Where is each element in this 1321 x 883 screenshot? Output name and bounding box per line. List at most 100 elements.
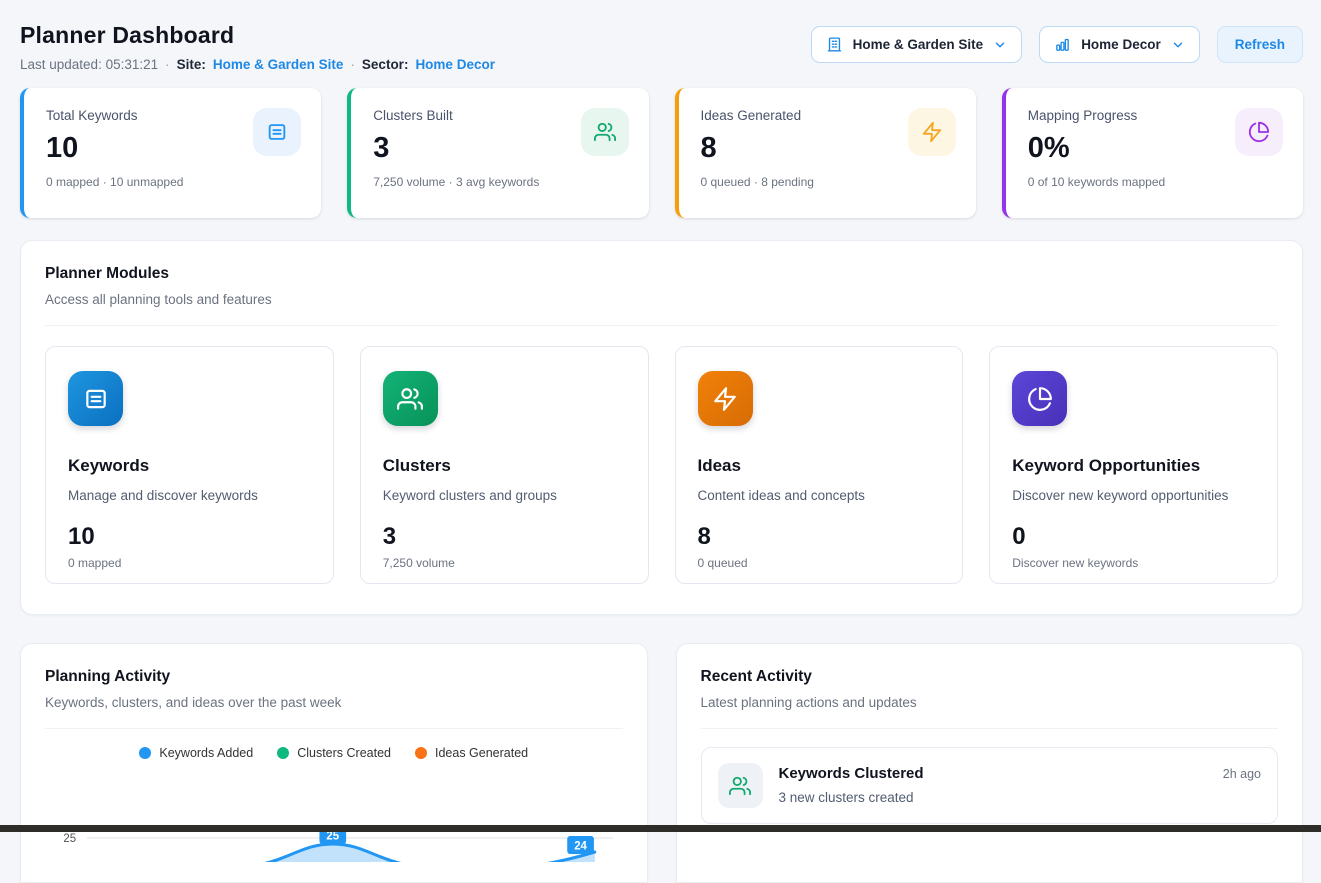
stat-detail: 7,250 volume · 3 avg keywords (373, 175, 539, 189)
stat-card-mapping-progress: Mapping Progress 0% 0 of 10 keywords map… (1002, 88, 1303, 218)
pie-chart-icon (1235, 108, 1283, 156)
legend-dot-icon (277, 747, 289, 759)
legend-item-clusters-created[interactable]: Clusters Created (277, 746, 391, 760)
document-list-icon (68, 371, 123, 426)
legend-label: Clusters Created (297, 746, 391, 760)
recent-activity-panel: Recent Activity Latest planning actions … (676, 643, 1304, 883)
stat-detail: 0 mapped · 10 unmapped (46, 175, 183, 189)
modules-header: Planner Modules Access all planning tool… (45, 265, 1278, 326)
legend-item-ideas-generated[interactable]: Ideas Generated (415, 746, 528, 760)
activity-item-body: Keywords Clustered 3 new clusters create… (779, 763, 1207, 805)
recent-activity-subtitle: Latest planning actions and updates (701, 695, 1279, 710)
module-title: Keywords (68, 456, 311, 476)
module-card-ideas[interactable]: Ideas Content ideas and concepts 8 0 que… (675, 346, 964, 584)
stat-card-text: Ideas Generated 8 0 queued · 8 pending (701, 108, 814, 200)
stat-card-ideas-generated: Ideas Generated 8 0 queued · 8 pending (675, 88, 976, 218)
stat-label: Ideas Generated (701, 108, 814, 123)
recent-activity-title: Recent Activity (701, 668, 1279, 686)
modules-title: Planner Modules (45, 265, 1278, 283)
legend-dot-icon (139, 747, 151, 759)
module-grid: Keywords Manage and discover keywords 10… (45, 346, 1278, 584)
meta-separator: · (165, 57, 170, 72)
legend-item-keywords-added[interactable]: Keywords Added (139, 746, 253, 760)
module-card-keyword-opportunities[interactable]: Keyword Opportunities Discover new keywo… (989, 346, 1278, 584)
stat-detail: 0 of 10 keywords mapped (1028, 175, 1165, 189)
module-value: 8 (698, 523, 941, 551)
module-detail: 0 queued (698, 556, 941, 570)
area-fill-keywords (262, 844, 403, 862)
module-value: 10 (68, 523, 311, 551)
activity-item-title: Keywords Clustered (779, 765, 1207, 782)
users-icon (581, 108, 629, 156)
planning-activity-title: Planning Activity (45, 668, 623, 686)
activity-chart-svg: 25 25 24 (45, 770, 623, 862)
module-value: 3 (383, 523, 626, 551)
module-description: Discover new keyword opportunities (1012, 488, 1255, 503)
module-title: Ideas (698, 456, 941, 476)
stat-label: Clusters Built (373, 108, 539, 123)
refresh-button[interactable]: Refresh (1217, 26, 1303, 63)
site-link[interactable]: Home & Garden Site (213, 57, 344, 72)
activity-item-time: 2h ago (1223, 767, 1261, 781)
legend-label: Keywords Added (159, 746, 253, 760)
stat-value: 10 (46, 132, 183, 165)
planner-dashboard-page: Planner Dashboard Last updated: 05:31:21… (0, 0, 1321, 883)
page-header: Planner Dashboard Last updated: 05:31:21… (20, 22, 1303, 72)
chevron-down-icon (1171, 38, 1185, 52)
planning-activity-panel: Planning Activity Keywords, clusters, an… (20, 643, 648, 883)
stat-detail: 0 queued · 8 pending (701, 175, 814, 189)
stat-card-total-keywords: Total Keywords 10 0 mapped · 10 unmapped (20, 88, 321, 218)
meta-separator: · (350, 57, 355, 72)
stats-row: Total Keywords 10 0 mapped · 10 unmapped… (20, 88, 1303, 218)
site-selector-dropdown[interactable]: Home & Garden Site (811, 26, 1023, 63)
module-card-keywords[interactable]: Keywords Manage and discover keywords 10… (45, 346, 334, 584)
legend-dot-icon (415, 747, 427, 759)
activity-item-description: 3 new clusters created (779, 790, 1207, 805)
planner-modules-panel: Planner Modules Access all planning tool… (20, 240, 1303, 615)
chart-legend: Keywords Added Clusters Created Ideas Ge… (45, 746, 623, 760)
sector-link[interactable]: Home Decor (415, 57, 495, 72)
module-title: Clusters (383, 456, 626, 476)
stat-label: Total Keywords (46, 108, 183, 123)
activity-item-keywords-clustered[interactable]: Keywords Clustered 3 new clusters create… (701, 747, 1279, 824)
taskbar-strip (0, 825, 1321, 832)
module-description: Manage and discover keywords (68, 488, 311, 503)
module-card-clusters[interactable]: Clusters Keyword clusters and groups 3 7… (360, 346, 649, 584)
header-meta: Last updated: 05:31:21 · Site: Home & Ga… (20, 57, 495, 72)
sector-label: Sector: (362, 57, 409, 72)
stat-value: 0% (1028, 132, 1165, 165)
module-description: Content ideas and concepts (698, 488, 941, 503)
module-value: 0 (1012, 523, 1255, 551)
stat-card-text: Clusters Built 3 7,250 volume · 3 avg ke… (373, 108, 539, 200)
site-label: Site: (177, 57, 206, 72)
stat-card-text: Total Keywords 10 0 mapped · 10 unmapped (46, 108, 183, 200)
legend-label: Ideas Generated (435, 746, 528, 760)
stat-card-clusters-built: Clusters Built 3 7,250 volume · 3 avg ke… (347, 88, 648, 218)
building-icon (826, 36, 843, 53)
activity-chart: 25 25 24 (45, 770, 623, 867)
sector-selector-label: Home Decor (1081, 37, 1161, 52)
module-detail: 0 mapped (68, 556, 311, 570)
stat-card-text: Mapping Progress 0% 0 of 10 keywords map… (1028, 108, 1165, 200)
module-description: Keyword clusters and groups (383, 488, 626, 503)
point-badge-label: 24 (574, 839, 587, 852)
module-detail: Discover new keywords (1012, 556, 1255, 570)
pie-chart-icon (1012, 371, 1067, 426)
page-title: Planner Dashboard (20, 22, 495, 49)
last-updated-text: Last updated: 05:31:21 (20, 57, 158, 72)
bottom-row: Planning Activity Keywords, clusters, an… (20, 643, 1303, 883)
header-left: Planner Dashboard Last updated: 05:31:21… (20, 22, 495, 72)
planning-activity-subtitle: Keywords, clusters, and ideas over the p… (45, 695, 623, 710)
lightning-bolt-icon (698, 371, 753, 426)
sector-selector-dropdown[interactable]: Home Decor (1039, 26, 1200, 63)
stat-value: 3 (373, 132, 539, 165)
chevron-down-icon (993, 38, 1007, 52)
lightning-bolt-icon (908, 108, 956, 156)
y-axis-tick-label: 25 (63, 832, 76, 845)
modules-subtitle: Access all planning tools and features (45, 292, 1278, 307)
stat-value: 8 (701, 132, 814, 165)
header-controls: Home & Garden Site Home Decor Refresh (811, 26, 1303, 63)
bar-chart-icon (1054, 36, 1071, 53)
users-icon (383, 371, 438, 426)
module-detail: 7,250 volume (383, 556, 626, 570)
